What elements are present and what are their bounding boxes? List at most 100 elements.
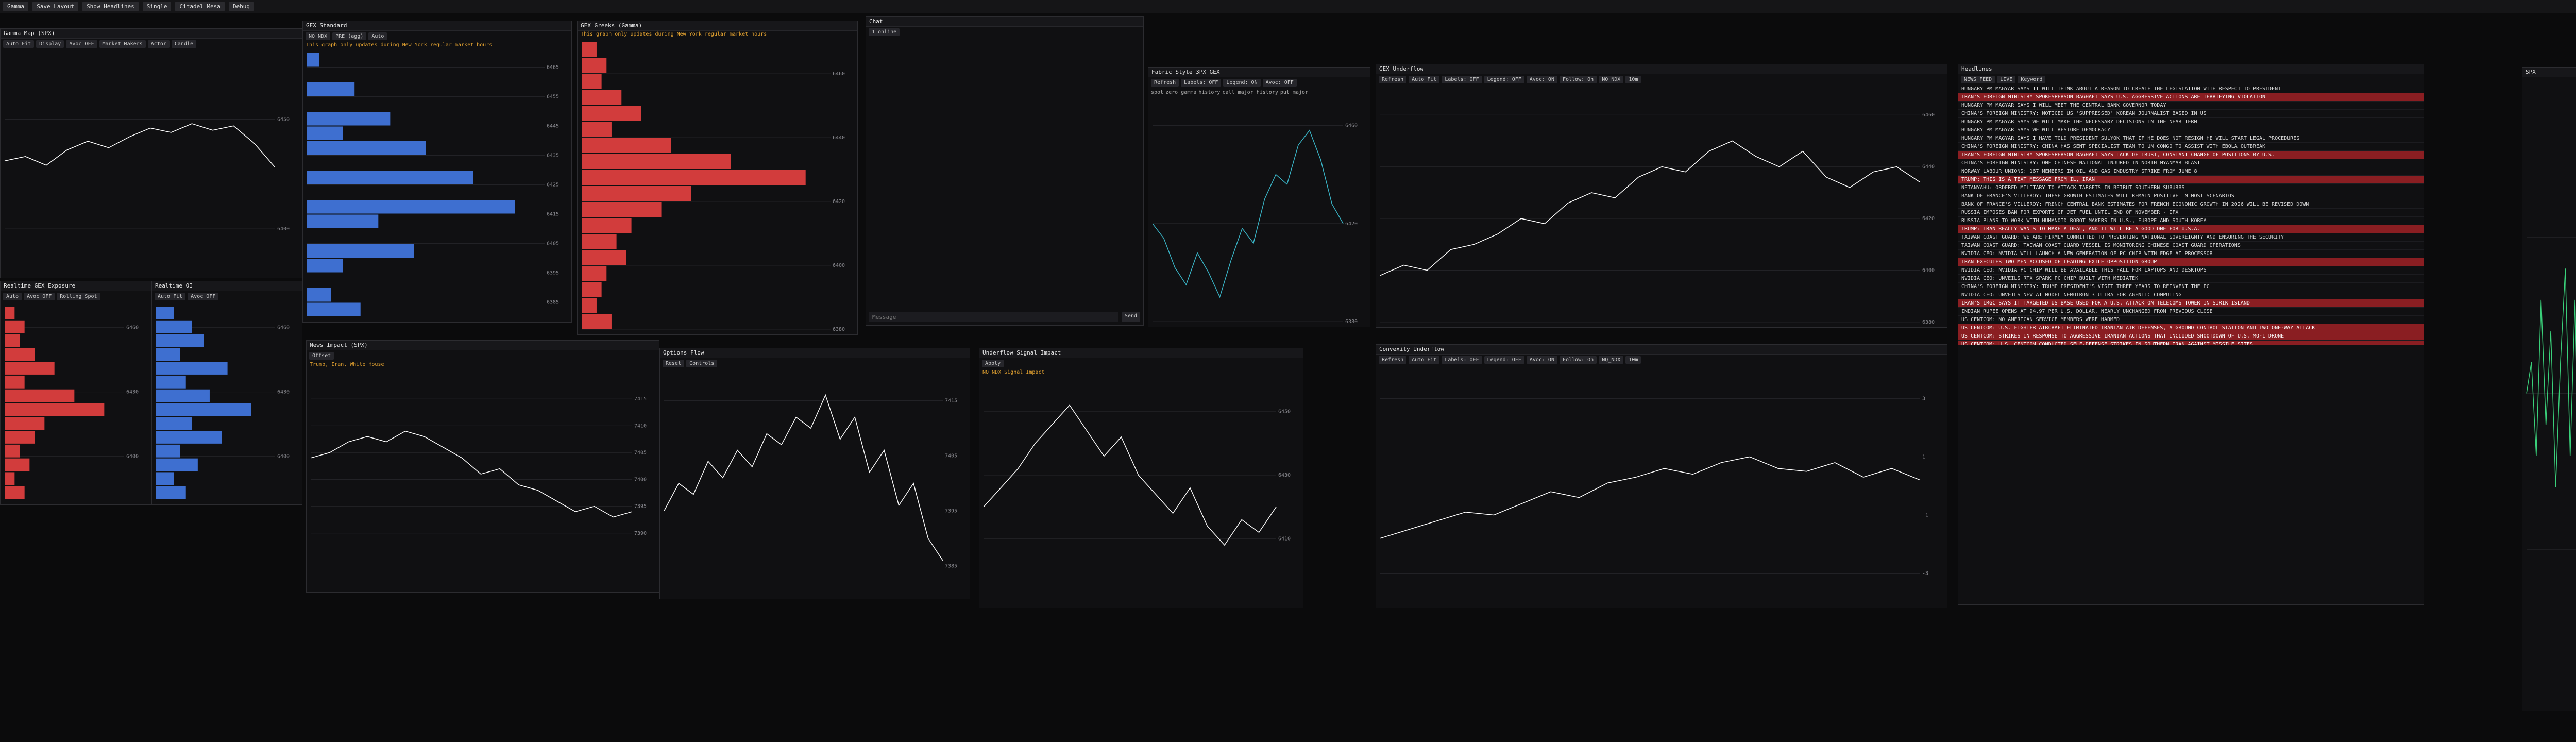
headline[interactable]: HUNGARY PM MAGYAR SAYS IT WILL THINK ABO… <box>1958 85 2424 93</box>
control-button[interactable]: Labels: OFF <box>1181 79 1222 87</box>
headline[interactable]: NORWAY LABOUR UNIONS: 167 MEMBERS IN OIL… <box>1958 167 2424 176</box>
control-button[interactable]: Actor <box>147 40 170 48</box>
control-button[interactable]: NQ_NDX <box>306 32 331 40</box>
y-tick-label: 3 <box>1922 396 1925 402</box>
control-button[interactable]: Offset <box>309 352 334 360</box>
chart: 7415 7410 7405 7400 7395 7390 <box>310 396 647 536</box>
headline[interactable]: NVIDIA CEO: NVIDIA PC CHIP WILL BE AVAIL… <box>1958 266 2424 275</box>
control-button[interactable]: Rolling Spot <box>57 293 100 300</box>
control-button[interactable]: Candle <box>171 40 197 48</box>
headline[interactable]: TRUMP: IRAN REALLY WANTS TO MAKE A DEAL,… <box>1958 225 2424 233</box>
panel-body: 6460 6440 6420 6400 6380 <box>578 38 857 334</box>
headline[interactable]: IRAN'S FOREIGN MINISTRY SPOKESPERSON BAG… <box>1958 151 2424 159</box>
toolbar-button[interactable]: Save Layout <box>32 2 78 11</box>
control-button[interactable]: NQ_NDX <box>1599 76 1624 83</box>
panel-title: Fabric Style 3PX GEX <box>1148 68 1370 77</box>
send-button[interactable]: Send <box>1121 312 1140 322</box>
toolbar-button[interactable]: Gamma <box>3 2 29 11</box>
y-tick-label: 6380 <box>1345 319 1358 325</box>
headline[interactable]: BANK OF FRANCE'S VILLEROY: FRENCH CENTRA… <box>1958 200 2424 209</box>
control-button[interactable]: Reset <box>663 360 685 367</box>
message-input[interactable]: Message <box>869 312 1118 322</box>
control-button[interactable]: Auto <box>368 32 387 40</box>
legend-item: history <box>1198 90 1221 95</box>
control-button[interactable]: NQ_NDX <box>1599 356 1624 364</box>
control-button[interactable]: Avoc OFF <box>24 293 55 300</box>
headline[interactable]: CHINA'S FOREIGN MINISTRY: CHINA HAS SENT… <box>1958 143 2424 151</box>
headline[interactable]: HUNGARY PM MAGYAR SAYS WE WILL RESTORE D… <box>1958 126 2424 134</box>
headline[interactable]: HUNGARY PM MAGYAR SAYS WE WILL MAKE THE … <box>1958 118 2424 126</box>
headline[interactable]: IRAN'S FOREIGN MINISTRY SPOKESPERSON BAG… <box>1958 93 2424 102</box>
headline[interactable]: NETANYAHU: ORDERED MILITARY TO ATTACK TA… <box>1958 184 2424 192</box>
chart: 6460 6430 6400 <box>156 307 290 499</box>
headline[interactable]: CHINA'S FOREIGN MINISTRY: NOTICED US 'SU… <box>1958 110 2424 118</box>
panel-title: GEX Underflow <box>1376 64 1947 74</box>
bar <box>5 362 55 375</box>
control-button[interactable]: Display <box>36 40 64 48</box>
headline[interactable]: US CENTCOM: NO AMERICAN SERVICE MEMBERS … <box>1958 316 2424 324</box>
control-button[interactable]: Avoc OFF <box>188 293 219 300</box>
control-button[interactable]: Follow: On <box>1559 356 1597 364</box>
control-button[interactable]: LIVE <box>1997 76 2016 83</box>
control-button[interactable]: Apply <box>982 360 1004 367</box>
control-button[interactable]: NEWS FEED <box>1961 76 1995 83</box>
headline[interactable]: US CENTCOM: U.S. FIGHTER AIRCRAFT ELIMIN… <box>1958 324 2424 332</box>
control-button[interactable]: Legend: OFF <box>1484 76 1524 83</box>
control-button[interactable]: Legend: ON <box>1223 79 1261 87</box>
headline[interactable]: TRUMP: THIS IS A TEXT MESSAGE FROM IL, I… <box>1958 176 2424 184</box>
control-button[interactable]: Labels: OFF <box>1442 356 1482 364</box>
panel: GEX Standard NQ_NDX PRE (agg) Auto This grap… <box>302 21 572 323</box>
chart: 6460 6420 6380 <box>1152 123 1358 325</box>
y-tick-label: 6400 <box>277 226 290 232</box>
headline[interactable]: HUNGARY PM MAGYAR SAYS I HAVE TOLD PRESI… <box>1958 134 2424 143</box>
y-tick-label: 6460 <box>1345 123 1358 129</box>
control-button[interactable]: Legend: OFF <box>1484 356 1524 364</box>
control-button[interactable]: Avoc: OFF <box>1262 79 1297 87</box>
control-button[interactable]: 1 online <box>869 28 900 36</box>
headline[interactable]: CHINA'S FOREIGN MINISTRY: TRUMP PRESIDEN… <box>1958 283 2424 291</box>
headline[interactable]: IRAN'S IRGC SAYS IT TARGETED US BASE USE… <box>1958 299 2424 308</box>
control-button[interactable]: 10m <box>1625 76 1641 83</box>
headline[interactable]: TAIWAN COAST GUARD: TAIWAN COAST GUARD V… <box>1958 242 2424 250</box>
control-button[interactable]: Auto Fit <box>155 293 186 300</box>
control-button[interactable]: Avoc: ON <box>1526 356 1557 364</box>
control-button[interactable]: Auto Fit <box>1409 76 1440 83</box>
headline[interactable]: US CENTCOM: STRIKES IN RESPONSE TO AGGRE… <box>1958 332 2424 341</box>
headline[interactable]: INDIAN RUPEE OPENS AT 94.97 PER U.S. DOL… <box>1958 308 2424 316</box>
headline[interactable]: TAIWAN COAST GUARD: WE ARE FIRMLY COMMIT… <box>1958 233 2424 242</box>
control-button[interactable]: Controls <box>686 360 718 367</box>
series-line <box>1380 140 1921 276</box>
headline[interactable]: CHINA'S FOREIGN MINISTRY: ONE CHINESE NA… <box>1958 159 2424 167</box>
toolbar-button[interactable]: Citadel Mesa <box>175 2 225 11</box>
control-button[interactable]: Refresh <box>1379 356 1407 364</box>
toolbar-button[interactable]: Single <box>142 2 172 11</box>
control-button[interactable]: Labels: OFF <box>1442 76 1482 83</box>
headline[interactable]: NVIDIA CEO: UNVEILS RTX SPARK PC CHIP BU… <box>1958 275 2424 283</box>
panel-body: 50-5 <box>2522 77 2576 711</box>
headline[interactable]: NVIDIA CEO: UNVEILS NEW AI MODEL NEMOTRO… <box>1958 291 2424 299</box>
headline[interactable]: IRAN EXECUTES TWO MEN ACCUSED OF LEADING… <box>1958 258 2424 266</box>
control-button[interactable]: Auto <box>3 293 22 300</box>
control-button[interactable]: Avoc OFF <box>66 40 97 48</box>
control-button[interactable]: Keyword <box>2018 76 2046 83</box>
control-button[interactable]: Refresh <box>1151 79 1179 87</box>
headline[interactable]: RUSSIA PLANS TO WORK WITH HUMANOID ROBOT… <box>1958 217 2424 225</box>
toolbar-button[interactable]: Show Headlines <box>82 2 139 11</box>
control-button[interactable]: Follow: On <box>1559 76 1597 83</box>
series-line <box>310 430 633 518</box>
control-button[interactable]: Market Makers <box>99 40 146 48</box>
control-button[interactable]: Refresh <box>1379 76 1407 83</box>
control-button[interactable]: PRE (agg) <box>332 32 367 40</box>
headline[interactable]: BANK OF FRANCE'S VILLEROY: THESE GROWTH … <box>1958 192 2424 200</box>
control-button[interactable]: 10m <box>1625 356 1641 364</box>
headline[interactable]: RUSSIA IMPOSES BAN FOR EXPORTS OF JET FU… <box>1958 209 2424 217</box>
y-tick-label: 6450 <box>1278 409 1291 415</box>
control-button[interactable]: Avoc: ON <box>1526 76 1557 83</box>
control-button[interactable]: Auto Fit <box>1409 356 1440 364</box>
headline[interactable]: HUNGARY PM MAGYAR SAYS I WILL MEET THE C… <box>1958 102 2424 110</box>
headline[interactable]: NVIDIA CEO: NVIDIA WILL LAUNCH A NEW GEN… <box>1958 250 2424 258</box>
headline[interactable]: US CENTCOM: U.S. CENTCOM CONDUCTED SELF-… <box>1958 341 2424 345</box>
bar <box>307 112 391 126</box>
control-button[interactable]: Auto Fit <box>3 40 35 48</box>
toolbar-button[interactable]: Debug <box>228 2 255 11</box>
